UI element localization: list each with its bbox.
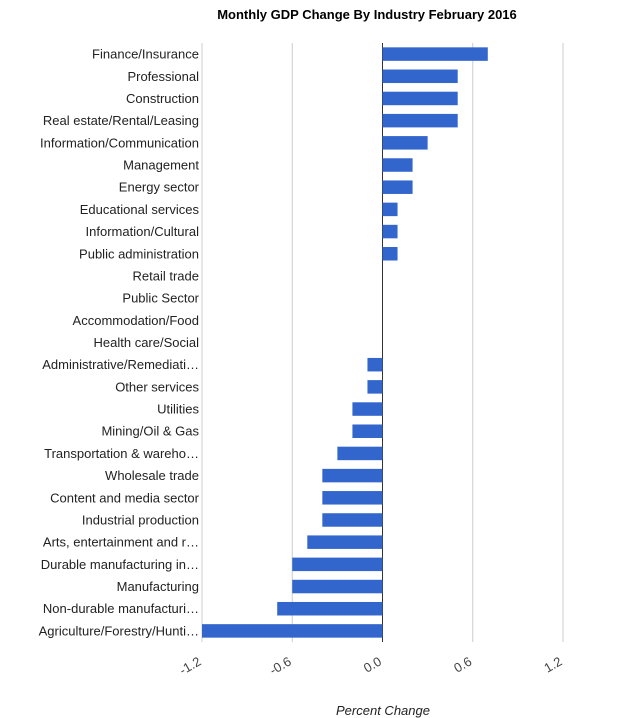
category-label: Manufacturing xyxy=(117,579,199,594)
bar[interactable] xyxy=(322,513,383,527)
category-label: Retail trade xyxy=(133,268,199,283)
bar[interactable] xyxy=(367,357,383,372)
bar[interactable] xyxy=(337,446,383,461)
category-label: Public Sector xyxy=(122,291,199,306)
category-label: Agriculture/Forestry/Hunti… xyxy=(39,623,199,638)
category-label: Mining/Oil & Gas xyxy=(101,424,199,439)
bar[interactable] xyxy=(367,380,383,394)
category-label: Information/Cultural xyxy=(86,224,200,239)
category-label: Wholesale trade xyxy=(105,468,199,483)
category-label: Content and media sector xyxy=(50,490,200,505)
category-label: Construction xyxy=(126,91,199,106)
category-label: Educational services xyxy=(80,202,200,217)
bar[interactable] xyxy=(382,247,398,261)
bar[interactable] xyxy=(382,47,488,61)
x-tick-label: 1.2 xyxy=(541,654,564,676)
bar[interactable] xyxy=(307,535,383,549)
bar[interactable] xyxy=(352,424,383,438)
bar[interactable] xyxy=(322,468,383,483)
bar[interactable] xyxy=(382,180,413,194)
bar[interactable] xyxy=(382,202,398,217)
category-label: Health care/Social xyxy=(94,335,200,350)
bar[interactable] xyxy=(322,491,383,505)
category-label: Accommodation/Food xyxy=(73,313,199,328)
bars xyxy=(202,47,488,638)
category-labels: Finance/Insurance Professional Constructio… xyxy=(39,47,200,639)
chart-title: Monthly GDP Change By Industry February … xyxy=(217,7,517,22)
bar[interactable] xyxy=(352,402,383,416)
bar[interactable] xyxy=(382,113,458,128)
category-label: Durable manufacturing in… xyxy=(41,557,199,572)
category-label: Public administration xyxy=(79,246,199,261)
bar[interactable] xyxy=(382,136,428,150)
category-label: Transportation & wareho… xyxy=(44,446,199,461)
x-tick-label: -0.6 xyxy=(267,654,294,678)
category-label: Finance/Insurance xyxy=(92,47,199,62)
category-label: Other services xyxy=(115,379,199,394)
bar[interactable] xyxy=(382,91,458,106)
bar[interactable] xyxy=(382,224,398,239)
x-tick-label: -1.2 xyxy=(177,654,204,678)
bar[interactable] xyxy=(292,557,383,572)
category-label: Management xyxy=(123,158,199,173)
category-label: Utilities xyxy=(157,402,199,417)
x-tick-label: 0.6 xyxy=(451,654,474,676)
category-label: Energy sector xyxy=(119,180,200,195)
category-label: Non-durable manufacturi… xyxy=(43,601,199,616)
category-label: Administrative/Remediati… xyxy=(42,357,199,372)
category-label: Industrial production xyxy=(82,512,199,527)
bar[interactable] xyxy=(382,158,413,172)
category-label: Real estate/Rental/Leasing xyxy=(43,113,199,128)
x-tick-label: 0.0 xyxy=(361,654,384,676)
x-axis-title: Percent Change xyxy=(336,703,430,718)
category-label: Professional xyxy=(127,69,199,84)
category-label: Information/Communication xyxy=(40,135,199,150)
bar[interactable] xyxy=(292,579,383,594)
category-label: Arts, entertainment and r… xyxy=(43,535,199,550)
x-tick-labels: -1.2 -0.6 0.0 0.6 1.2 xyxy=(177,654,565,678)
bar[interactable] xyxy=(202,624,383,638)
bar[interactable] xyxy=(382,69,458,84)
bar[interactable] xyxy=(277,601,383,616)
gridlines xyxy=(201,43,564,642)
